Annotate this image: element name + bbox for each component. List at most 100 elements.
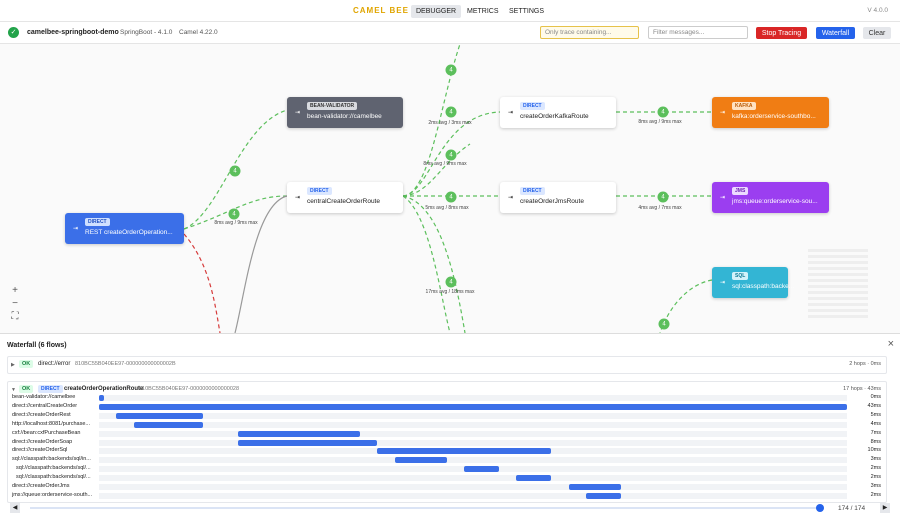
node[interactable]: ⇥ DIRECT createOrderJmsRoute (500, 182, 616, 213)
step-duration: 3ms (870, 456, 881, 463)
step-duration: 0ms (870, 394, 881, 400)
node[interactable]: ⇥ JMS jms:queue:orderservice-sou... (712, 182, 829, 213)
app-name: camelbee-springboot-demo (27, 29, 119, 36)
edge (183, 233, 221, 333)
count-badge: 4 (445, 64, 457, 76)
prev-button[interactable]: ◀ (10, 503, 20, 513)
step-track (99, 412, 847, 419)
edge-stat: 4ms avg / 7ms max (638, 205, 682, 211)
step-label: sql://classpath:backends/sql/... (16, 474, 91, 481)
node[interactable]: ⇥ SQL sql:classpath:backe... (712, 267, 794, 298)
step-label: direct://createOrderJms (12, 483, 70, 489)
node-label: kafka:orderservice-southbo... (732, 113, 816, 120)
flow-row[interactable] (7, 356, 887, 374)
step-bar[interactable] (586, 492, 621, 499)
node[interactable]: ⇥ BEAN-VALIDATOR bean-validator://camelbee (287, 97, 403, 128)
edge-stat: 8ms avg / 9ms max (423, 161, 467, 167)
step-bar[interactable] (238, 430, 360, 437)
kind: DIRECT (38, 385, 63, 393)
step-label: bean-validator://camelbee (12, 394, 76, 400)
step-label: cxf://bean:cxfPurchaseBean (12, 429, 81, 436)
step-bar[interactable] (516, 475, 552, 482)
slider-knob[interactable] (816, 504, 824, 512)
node-icon: ⇥ (73, 226, 79, 232)
step-track (99, 439, 847, 446)
edge-stat: 2ms avg / 3ms max (428, 120, 472, 126)
clear-button[interactable]: Clear (863, 27, 891, 39)
step-bar[interactable] (568, 484, 621, 490)
edge (402, 111, 501, 197)
step-duration: 4ms (870, 420, 881, 427)
step-duration: 8ms (870, 438, 881, 445)
status: OK (19, 360, 34, 368)
step-track (99, 492, 847, 499)
node[interactable]: ⇥ DIRECT REST createOrderOperation... (65, 213, 184, 244)
minimap (808, 249, 868, 319)
step-bar[interactable] (133, 421, 204, 428)
step-bar[interactable] (116, 412, 204, 419)
step-bar[interactable] (377, 448, 552, 455)
next-button[interactable]: ▶ (880, 503, 890, 513)
step-bar[interactable] (394, 457, 447, 464)
node-icon: ⇥ (720, 195, 726, 201)
step-label: sql://classpath:backends/sql/in... (12, 456, 91, 463)
slider-track[interactable] (30, 507, 822, 509)
node[interactable]: ⇥ DIRECT centralCreateOrderRoute (287, 182, 403, 213)
count-badge: 4 (657, 191, 669, 203)
node-icon: ⇥ (295, 110, 301, 116)
expand[interactable]: ▶ (11, 362, 15, 368)
close[interactable]: × (887, 338, 894, 350)
step-duration: 43ms (867, 402, 881, 409)
tab[interactable]: METRICS (467, 8, 499, 15)
count-badge: 4 (445, 191, 457, 203)
edge (183, 195, 288, 230)
step-label: jms://queue:orderservice-south... (12, 491, 93, 498)
node-icon: ⇥ (508, 195, 514, 201)
count-badge: 4 (228, 208, 240, 220)
node[interactable]: ⇥ KAFKA kafka:orderservice-southbo... (712, 97, 829, 128)
node-label: jms:queue:orderservice-sou... (732, 198, 818, 205)
trace-input[interactable]: Only trace containing... (540, 26, 639, 39)
node[interactable]: ⇥ DIRECT createOrderKafkaRoute (500, 97, 616, 128)
node-label: centralCreateOrderRoute (307, 198, 380, 205)
waterfall-button[interactable]: Waterfall (816, 27, 855, 39)
edge (402, 195, 451, 333)
graph-canvas: + − ⛶ ⇥ DIRECT REST createOrderOperation... ⇥… (0, 44, 900, 333)
step-track (99, 484, 847, 490)
filter-input[interactable]: Filter messages... (648, 26, 748, 39)
tab[interactable]: SETTINGS (509, 8, 545, 15)
status: OK (19, 385, 34, 393)
edge (234, 195, 288, 333)
step-bar[interactable] (99, 395, 104, 401)
zoom-controls[interactable]: + − ⛶ (11, 285, 19, 322)
node-icon: ⇥ (508, 110, 514, 116)
trace-id: 810BC55B040EE97-0000000000000028 (139, 386, 240, 392)
step-track (99, 421, 847, 428)
status-icon: ✓ (8, 27, 19, 38)
node-kind: DIRECT (85, 218, 110, 226)
node-kind: SQL (732, 272, 749, 280)
edge-stat: 17ms avg / 18ms max (425, 289, 475, 295)
edge (659, 279, 713, 333)
node-kind: JMS (732, 187, 749, 195)
step-track (99, 395, 847, 401)
step-bar[interactable] (238, 439, 378, 446)
expand[interactable]: ▼ (11, 387, 16, 393)
step-duration: 5ms (870, 411, 881, 418)
step-label: direct://createOrderSoap (12, 438, 73, 445)
count-badge: 4 (445, 149, 457, 161)
step-bar[interactable] (99, 403, 847, 410)
count-badge: 4 (657, 106, 669, 118)
step-bar[interactable] (464, 466, 500, 473)
edge-stat: 8ms avg / 9ms max (638, 119, 682, 125)
stop-button[interactable]: Stop Tracing (756, 27, 807, 39)
node-label: sql:classpath:backe... (732, 283, 795, 290)
node-kind: DIRECT (520, 102, 545, 110)
node-kind: DIRECT (307, 187, 332, 195)
flow-row[interactable] (7, 381, 887, 503)
trace-id: 810BC55B040EE97-000000000000002B (75, 361, 176, 367)
step-duration: 10ms (867, 447, 881, 454)
tab[interactable]: DEBUGGER (411, 5, 462, 18)
step-label: direct://centralCreateOrder (12, 402, 78, 409)
summary: 2 hops · 0ms (849, 361, 881, 367)
